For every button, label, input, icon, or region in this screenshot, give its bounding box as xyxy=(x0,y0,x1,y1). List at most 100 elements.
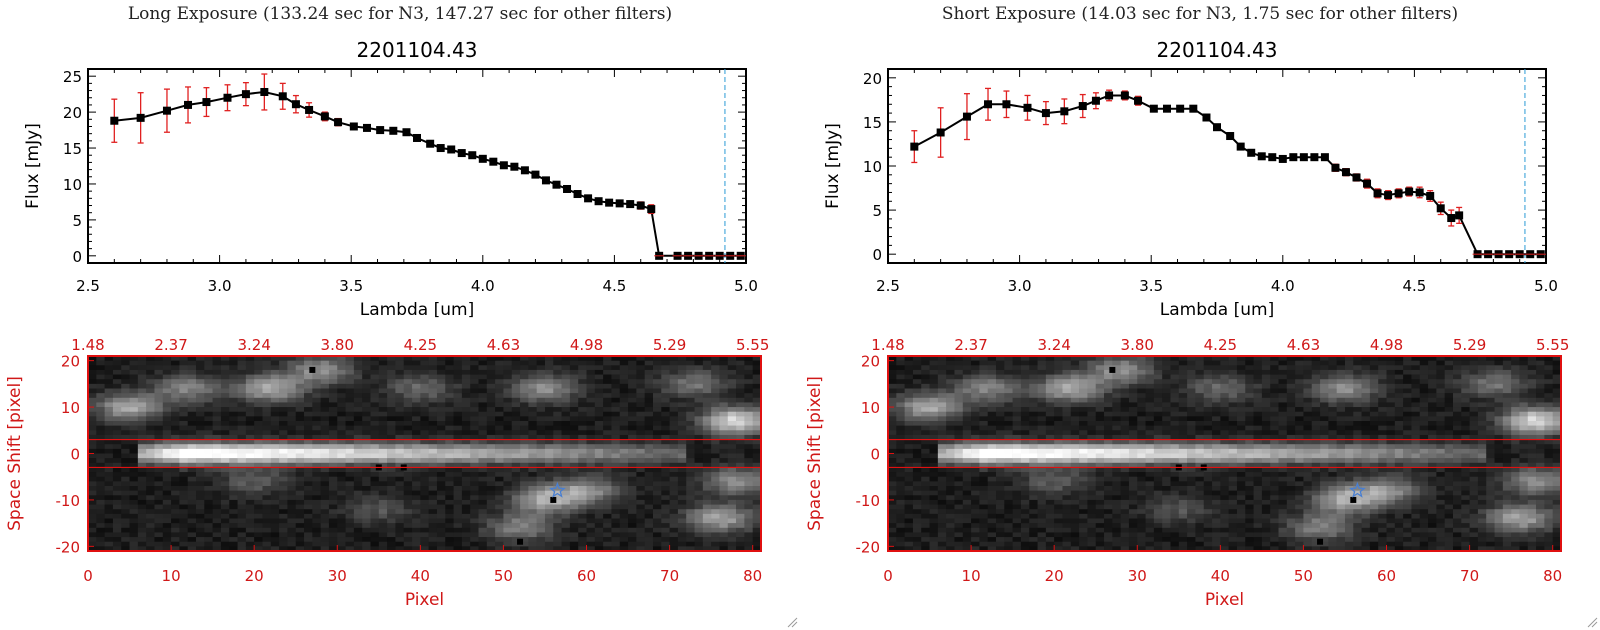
image-pixel xyxy=(971,495,980,501)
image-pixel xyxy=(146,527,155,533)
image-pixel xyxy=(586,383,596,389)
image-pixel xyxy=(270,365,280,371)
image-pixel xyxy=(628,448,637,454)
image-pixel xyxy=(312,448,321,454)
image-pixel xyxy=(996,462,1005,468)
image-pixel xyxy=(896,374,905,380)
image-pixel xyxy=(187,360,197,366)
image-pixel xyxy=(154,379,164,385)
image-pixel xyxy=(495,448,504,454)
image-pixel xyxy=(445,527,454,533)
image-pixel xyxy=(744,407,753,413)
image-pixel xyxy=(270,541,280,547)
image-pixel xyxy=(370,481,380,487)
image-pixel xyxy=(254,546,263,552)
image-pixel xyxy=(561,486,571,491)
image-pixel xyxy=(154,532,164,538)
image-pixel xyxy=(921,462,930,468)
image-pixel xyxy=(727,383,737,389)
image-pixel xyxy=(337,541,346,547)
image-pixel xyxy=(270,527,280,533)
image-pixel xyxy=(611,444,621,450)
image-pixel xyxy=(744,490,753,496)
image-pixel xyxy=(486,467,496,473)
image-pixel xyxy=(503,411,513,417)
image-pixel xyxy=(962,537,972,543)
image-pixel xyxy=(328,467,338,473)
image-pixel xyxy=(320,495,330,501)
image-pixel xyxy=(445,448,454,454)
image-pixel xyxy=(420,407,429,413)
image-pixel xyxy=(328,523,338,529)
image-pixel xyxy=(287,495,297,501)
image-pixel xyxy=(536,486,546,491)
image-pixel xyxy=(929,495,939,501)
image-pixel xyxy=(171,495,180,501)
image-pixel xyxy=(987,504,997,510)
image-pixel xyxy=(345,513,355,519)
image-pixel xyxy=(395,499,405,505)
image-pixel xyxy=(711,518,720,524)
image-pixel xyxy=(220,369,230,375)
image-pixel xyxy=(146,504,155,510)
image-pixel xyxy=(661,490,670,496)
image-pixel xyxy=(220,397,230,403)
image-pixel xyxy=(636,397,645,403)
image-pixel xyxy=(1054,458,1063,464)
image-pixel xyxy=(370,374,380,380)
image-pixel xyxy=(1045,467,1055,473)
image-pixel xyxy=(528,425,537,431)
image-pixel xyxy=(129,513,139,519)
image-x-tick-label: 50 xyxy=(494,567,513,585)
image-pixel xyxy=(561,416,571,422)
image-pixel xyxy=(304,476,313,482)
data-point xyxy=(984,100,993,109)
image-pixel xyxy=(752,393,762,399)
image-pixel xyxy=(727,402,737,408)
image-pixel xyxy=(1045,541,1055,547)
image-pixel xyxy=(520,365,529,371)
image-pixel xyxy=(88,374,97,380)
image-pixel xyxy=(112,430,122,436)
bad-pixel xyxy=(550,496,557,503)
image-pixel xyxy=(594,481,604,487)
image-pixel xyxy=(412,523,421,529)
image-pixel xyxy=(237,356,247,361)
image-pixel xyxy=(254,490,263,496)
image-pixel xyxy=(146,448,155,454)
image-pixel xyxy=(686,499,695,505)
image-pixel xyxy=(204,444,213,450)
image-pixel xyxy=(436,495,446,501)
image-pixel xyxy=(212,369,222,375)
image-pixel xyxy=(445,374,454,380)
image-pixel xyxy=(744,397,753,403)
image-pixel xyxy=(146,369,155,375)
image-pixel xyxy=(1062,430,1072,436)
image-pixel xyxy=(146,421,155,426)
image-pixel xyxy=(1004,379,1013,385)
image-pixel xyxy=(578,411,587,417)
image-pixel xyxy=(586,369,596,375)
image-pixel xyxy=(544,402,554,408)
image-pixel xyxy=(1020,416,1030,422)
image-pixel xyxy=(520,546,529,552)
image-pixel xyxy=(495,532,504,538)
image-pixel xyxy=(619,374,629,380)
image-pixel xyxy=(412,467,421,473)
image-pixel xyxy=(503,365,513,371)
image-pixel xyxy=(179,541,189,547)
image-pixel xyxy=(112,509,122,515)
image-pixel xyxy=(888,532,897,538)
image-pixel xyxy=(628,356,637,361)
image-pixel xyxy=(304,532,313,538)
image-pixel xyxy=(677,393,687,399)
image-pixel xyxy=(536,495,546,501)
image-pixel xyxy=(661,448,670,454)
image-pixel xyxy=(320,383,330,389)
image-pixel xyxy=(179,402,189,408)
image-pixel xyxy=(561,458,571,464)
image-pixel xyxy=(686,425,695,431)
image-pixel xyxy=(711,453,720,459)
image-pixel xyxy=(594,388,604,394)
image-pixel xyxy=(594,499,604,505)
